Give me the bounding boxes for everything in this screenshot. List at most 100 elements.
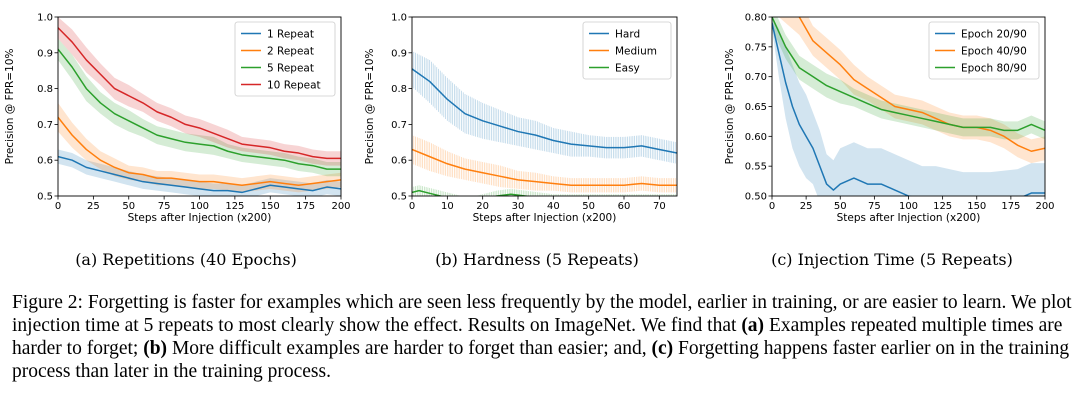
x-tick-label: 100 [190, 201, 209, 212]
legend-label-2-repeat: 2 Repeat [267, 45, 314, 57]
x-tick-label: 75 [158, 201, 171, 212]
y-tick-label: 1.0 [37, 13, 53, 24]
y-tick-label: 0.9 [37, 48, 53, 59]
y-tick-label: 0.9 [391, 48, 407, 59]
figure-panels: 0 25 50 75 100 125 150 175 200 0.5 0.6 0.7 0.8 0.9 1.0… [4, 13, 1055, 225]
line-2-repeat [58, 116, 341, 187]
x-tick-label: 75 [868, 201, 881, 212]
x-tick-label: 175 [1001, 201, 1020, 212]
x-tick-label: 40 [547, 201, 560, 212]
caption-marker-b: (b) [143, 338, 168, 359]
caption-marker-a: (a) [741, 315, 765, 336]
caption-intro: Figure 2: Forgetting is faster for examp… [12, 292, 1072, 336]
x-tick-label: 20 [476, 201, 489, 212]
legend-label-easy: Easy [615, 62, 640, 74]
subcaption-b: (b) Hardness (5 Repeats) [435, 250, 639, 269]
line-1-repeat [58, 155, 341, 194]
band-1-repeat [58, 149, 341, 196]
line-10-repeat [58, 27, 341, 160]
y-tick-label: 0.8 [391, 84, 407, 95]
caption-text-b: More difficult examples are harder to fo… [167, 338, 652, 359]
x-tick-label: 50 [582, 201, 595, 212]
x-tick-label: 0 [769, 201, 775, 212]
y-tick-label: 0.8 [37, 84, 53, 95]
line-epoch-80-90 [772, 17, 1045, 132]
legend-label-epoch-40-90: Epoch 40/90 [961, 45, 1027, 57]
legend-box [234, 21, 336, 97]
y-tick-label: 0.5 [37, 192, 53, 203]
plot-area [772, 17, 1045, 196]
x-tick-label: 175 [296, 201, 315, 212]
line-epoch-40-90 [798, 17, 1045, 152]
y-axis-label: Precision @ FPR=10% [364, 49, 376, 165]
band-2-repeat [58, 102, 341, 193]
line-epoch-20-90 [772, 22, 1045, 196]
x-tick-label: 50 [834, 201, 847, 212]
y-tick-label: 0.60 [745, 132, 767, 143]
x-tick-label: 70 [653, 201, 666, 212]
line-medium [412, 148, 677, 187]
plot-area [58, 17, 341, 196]
y-tick-label: 1.0 [391, 13, 407, 24]
y-tick-label: 0.50 [745, 192, 767, 203]
y-tick-label: 0.55 [745, 162, 767, 173]
band-5-repeat [58, 38, 341, 177]
line-5-repeat [58, 48, 341, 170]
y-tick-label: 0.7 [391, 120, 407, 131]
y-tick-label: 0.70 [745, 72, 767, 83]
y-axis-label: Precision @ FPR=10% [4, 49, 16, 165]
y-tick-label: 0.6 [391, 156, 407, 167]
y-tick-label: 0.5 [391, 192, 407, 203]
x-tick-label: 125 [225, 201, 244, 212]
band-epoch-20-90 [772, 17, 1045, 196]
caption-marker-c: (c) [651, 338, 674, 359]
axes-frame [411, 16, 678, 197]
legend-label-10-repeat: 10 Repeat [267, 79, 321, 91]
y-tick-label: 0.6 [37, 156, 53, 167]
x-tick-label: 125 [933, 201, 952, 212]
legend-label-1-repeat: 1 Repeat [267, 28, 314, 40]
legend-label-hard: Hard [615, 28, 640, 40]
x-axis-label: Steps after Injection (x200) [837, 212, 981, 224]
x-tick-label: 200 [1035, 201, 1054, 212]
x-axis-label: Steps after Injection (x200) [473, 212, 617, 224]
legend-label-epoch-80-90: Epoch 80/90 [961, 62, 1027, 74]
x-tick-label: 25 [800, 201, 813, 212]
subcaption-c: (c) Injection Time (5 Repeats) [771, 250, 1013, 269]
chart-repetitions: 0 25 50 75 100 125 150 175 200 0.5 0.6 0.7 0.8 0.9 1.0… [4, 13, 351, 225]
legend-box [582, 21, 672, 80]
x-tick-label: 200 [331, 201, 350, 212]
legend-label-epoch-20-90: Epoch 20/90 [961, 28, 1027, 40]
x-tick-label: 10 [441, 201, 454, 212]
legend-box [928, 21, 1040, 80]
chart-injection-time: 0 25 50 75 100 125 150 175 200 0.50 0.55 0.60 0.65 0.… [724, 13, 1055, 225]
x-tick-label: 150 [261, 201, 280, 212]
x-tick-label: 60 [618, 201, 631, 212]
y-tick-label: 0.7 [37, 120, 53, 131]
subcaption-a: (a) Repetitions (40 Epochs) [75, 250, 297, 269]
y-tick-label: 0.65 [745, 102, 767, 113]
x-tick-label: 0 [409, 201, 415, 212]
legend: Epoch 20/90 Epoch 40/90 Epoch 80/90 [928, 21, 1040, 80]
band-10-repeat [58, 17, 341, 166]
legend: Hard Medium Easy [582, 21, 672, 80]
plot-area [412, 51, 677, 196]
legend-label-medium: Medium [615, 45, 657, 57]
x-tick-label: 0 [55, 201, 61, 212]
x-tick-label: 100 [899, 201, 918, 212]
chart-hardness: 0 10 20 30 40 50 60 70 0.5 0.6 0.7 0.8 0.9 1.0 Steps a… [364, 13, 678, 224]
x-axis-label: Steps after Injection (x200) [128, 212, 272, 224]
line-hard [412, 68, 677, 154]
x-tick-label: 25 [87, 201, 100, 212]
x-tick-label: 30 [512, 201, 525, 212]
caption-text-a: Examples repeated multiple times are har… [12, 315, 1063, 359]
x-tick-label: 150 [967, 201, 986, 212]
y-tick-label: 0.80 [745, 13, 767, 24]
legend: 1 Repeat 2 Repeat 5 Repeat 10 Repeat [234, 21, 336, 97]
caption-text-c: Forgetting happens faster earlier on in … [12, 338, 1070, 382]
y-tick-label: 0.75 [745, 42, 767, 53]
legend-label-5-repeat: 5 Repeat [267, 62, 314, 74]
y-axis-label: Precision @ FPR=10% [724, 49, 736, 165]
figure-caption: Figure 2: Forgetting is faster for examp… [12, 291, 1072, 383]
x-tick-label: 50 [122, 201, 135, 212]
